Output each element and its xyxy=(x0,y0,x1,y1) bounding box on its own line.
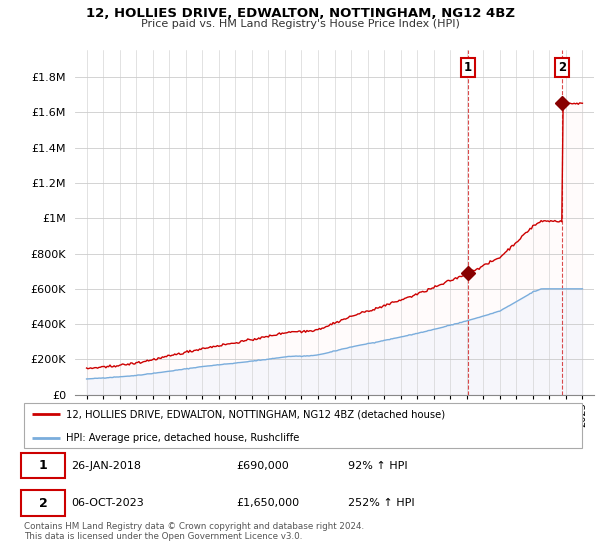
Text: 2: 2 xyxy=(38,497,47,510)
Text: 1: 1 xyxy=(38,459,47,472)
Text: 92% ↑ HPI: 92% ↑ HPI xyxy=(347,460,407,470)
Text: Contains HM Land Registry data © Crown copyright and database right 2024.
This d: Contains HM Land Registry data © Crown c… xyxy=(24,522,364,542)
Text: Price paid vs. HM Land Registry's House Price Index (HPI): Price paid vs. HM Land Registry's House … xyxy=(140,19,460,29)
Text: £1,650,000: £1,650,000 xyxy=(236,498,299,508)
Text: 252% ↑ HPI: 252% ↑ HPI xyxy=(347,498,414,508)
Text: 1: 1 xyxy=(464,60,472,74)
Text: £690,000: £690,000 xyxy=(236,460,289,470)
FancyBboxPatch shape xyxy=(21,491,65,516)
FancyBboxPatch shape xyxy=(24,403,582,448)
Text: 26-JAN-2018: 26-JAN-2018 xyxy=(71,460,142,470)
Text: 12, HOLLIES DRIVE, EDWALTON, NOTTINGHAM, NG12 4BZ (detached house): 12, HOLLIES DRIVE, EDWALTON, NOTTINGHAM,… xyxy=(66,409,445,419)
Text: 12, HOLLIES DRIVE, EDWALTON, NOTTINGHAM, NG12 4BZ: 12, HOLLIES DRIVE, EDWALTON, NOTTINGHAM,… xyxy=(86,7,515,20)
Text: 2: 2 xyxy=(558,60,566,74)
Text: HPI: Average price, detached house, Rushcliffe: HPI: Average price, detached house, Rush… xyxy=(66,433,299,443)
Text: 06-OCT-2023: 06-OCT-2023 xyxy=(71,498,144,508)
FancyBboxPatch shape xyxy=(21,453,65,478)
